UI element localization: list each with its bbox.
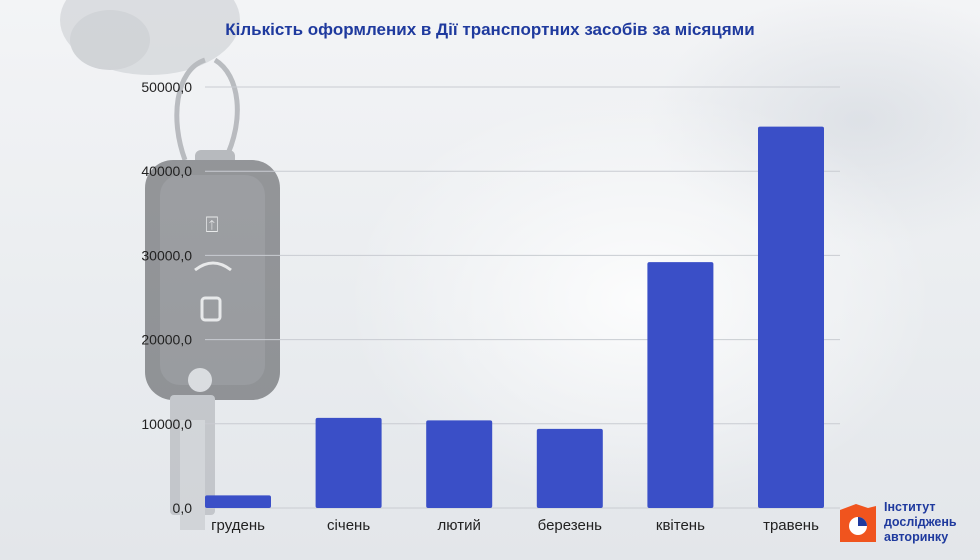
y-tick-label: 30000,0	[141, 247, 192, 263]
bar-грудень	[205, 495, 271, 508]
x-tick-label: квітень	[656, 517, 705, 534]
y-tick-label: 0,0	[173, 500, 193, 516]
bar-квітень	[647, 262, 714, 508]
bar-січень	[315, 417, 382, 508]
x-tick-label: січень	[327, 517, 370, 534]
bar-травень	[758, 126, 824, 508]
institute-logo-icon	[840, 504, 876, 542]
bar-лютий	[426, 420, 493, 508]
x-tick-label: лютий	[438, 517, 481, 534]
brand-logo: Інститут досліджень авторинку	[838, 500, 978, 548]
x-tick-label: травень	[763, 517, 819, 534]
y-tick-label: 40000,0	[141, 163, 192, 179]
y-tick-label: 10000,0	[141, 416, 192, 432]
brand-line-1: Інститут	[884, 500, 936, 514]
x-tick-label: березень	[538, 517, 602, 534]
bar-березень	[536, 428, 603, 508]
x-tick-label: грудень	[211, 517, 265, 534]
car-key-icon: ⍐	[60, 0, 280, 530]
brand-line-3: авторинку	[884, 530, 949, 544]
y-tick-label: 50000,0	[141, 79, 192, 95]
svg-text:⍐: ⍐	[205, 213, 218, 238]
brand-line-2: досліджень	[884, 515, 957, 529]
chart-title: Кількість оформлених в Дії транспортних …	[225, 20, 755, 39]
y-tick-label: 20000,0	[141, 332, 192, 348]
